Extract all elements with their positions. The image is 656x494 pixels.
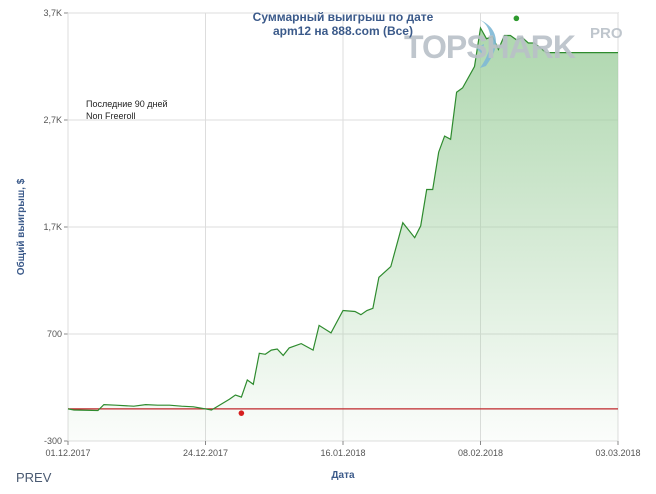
- prev-button[interactable]: PREV: [16, 470, 52, 485]
- area-layer: [68, 28, 618, 441]
- x-tick-label: 01.12.2017: [45, 448, 90, 458]
- line-layer: [67, 26, 618, 412]
- x-tick-labels: 01.12.2017 24.12.2017 16.01.2018 08.02.2018…: [45, 448, 640, 458]
- y-tick-label: 700: [47, 329, 62, 339]
- y-tick-label: -300: [44, 436, 62, 446]
- chart-subtitle: apm12 на 888.com (Все): [273, 24, 413, 38]
- logo-text: TOPSHARK: [404, 29, 576, 65]
- chart-title: Суммарный выигрыш по дате: [253, 10, 434, 24]
- min-point-marker: [238, 410, 245, 416]
- annotation-filter: Non Freeroll: [86, 111, 136, 121]
- logo-badge: PRO: [590, 25, 623, 42]
- x-tick-label: 03.03.2018: [595, 448, 640, 458]
- max-point-marker: [513, 15, 520, 22]
- x-tick-label: 24.12.2017: [183, 448, 228, 458]
- y-tick-label: 1,7K: [43, 222, 62, 232]
- series-line: [67, 26, 618, 412]
- y-tick-label: 2,7K: [43, 115, 62, 125]
- marker-layer: [238, 15, 520, 416]
- x-tick-label: 08.02.2018: [458, 448, 503, 458]
- annotation-period: Последние 90 дней: [86, 99, 168, 109]
- y-tick-labels: -300 700 1,7K 2,7K 3,7K: [43, 8, 62, 446]
- topshark-logo: TOPSHARK PRO: [404, 20, 623, 68]
- y-tick-label: 3,7K: [43, 8, 62, 18]
- x-axis-title: Дата: [331, 470, 355, 481]
- y-axis-title: Общий выигрыш, $: [15, 178, 27, 275]
- shark-icon: [476, 20, 496, 68]
- series-area: [68, 28, 618, 441]
- x-tick-label: 16.01.2018: [320, 448, 365, 458]
